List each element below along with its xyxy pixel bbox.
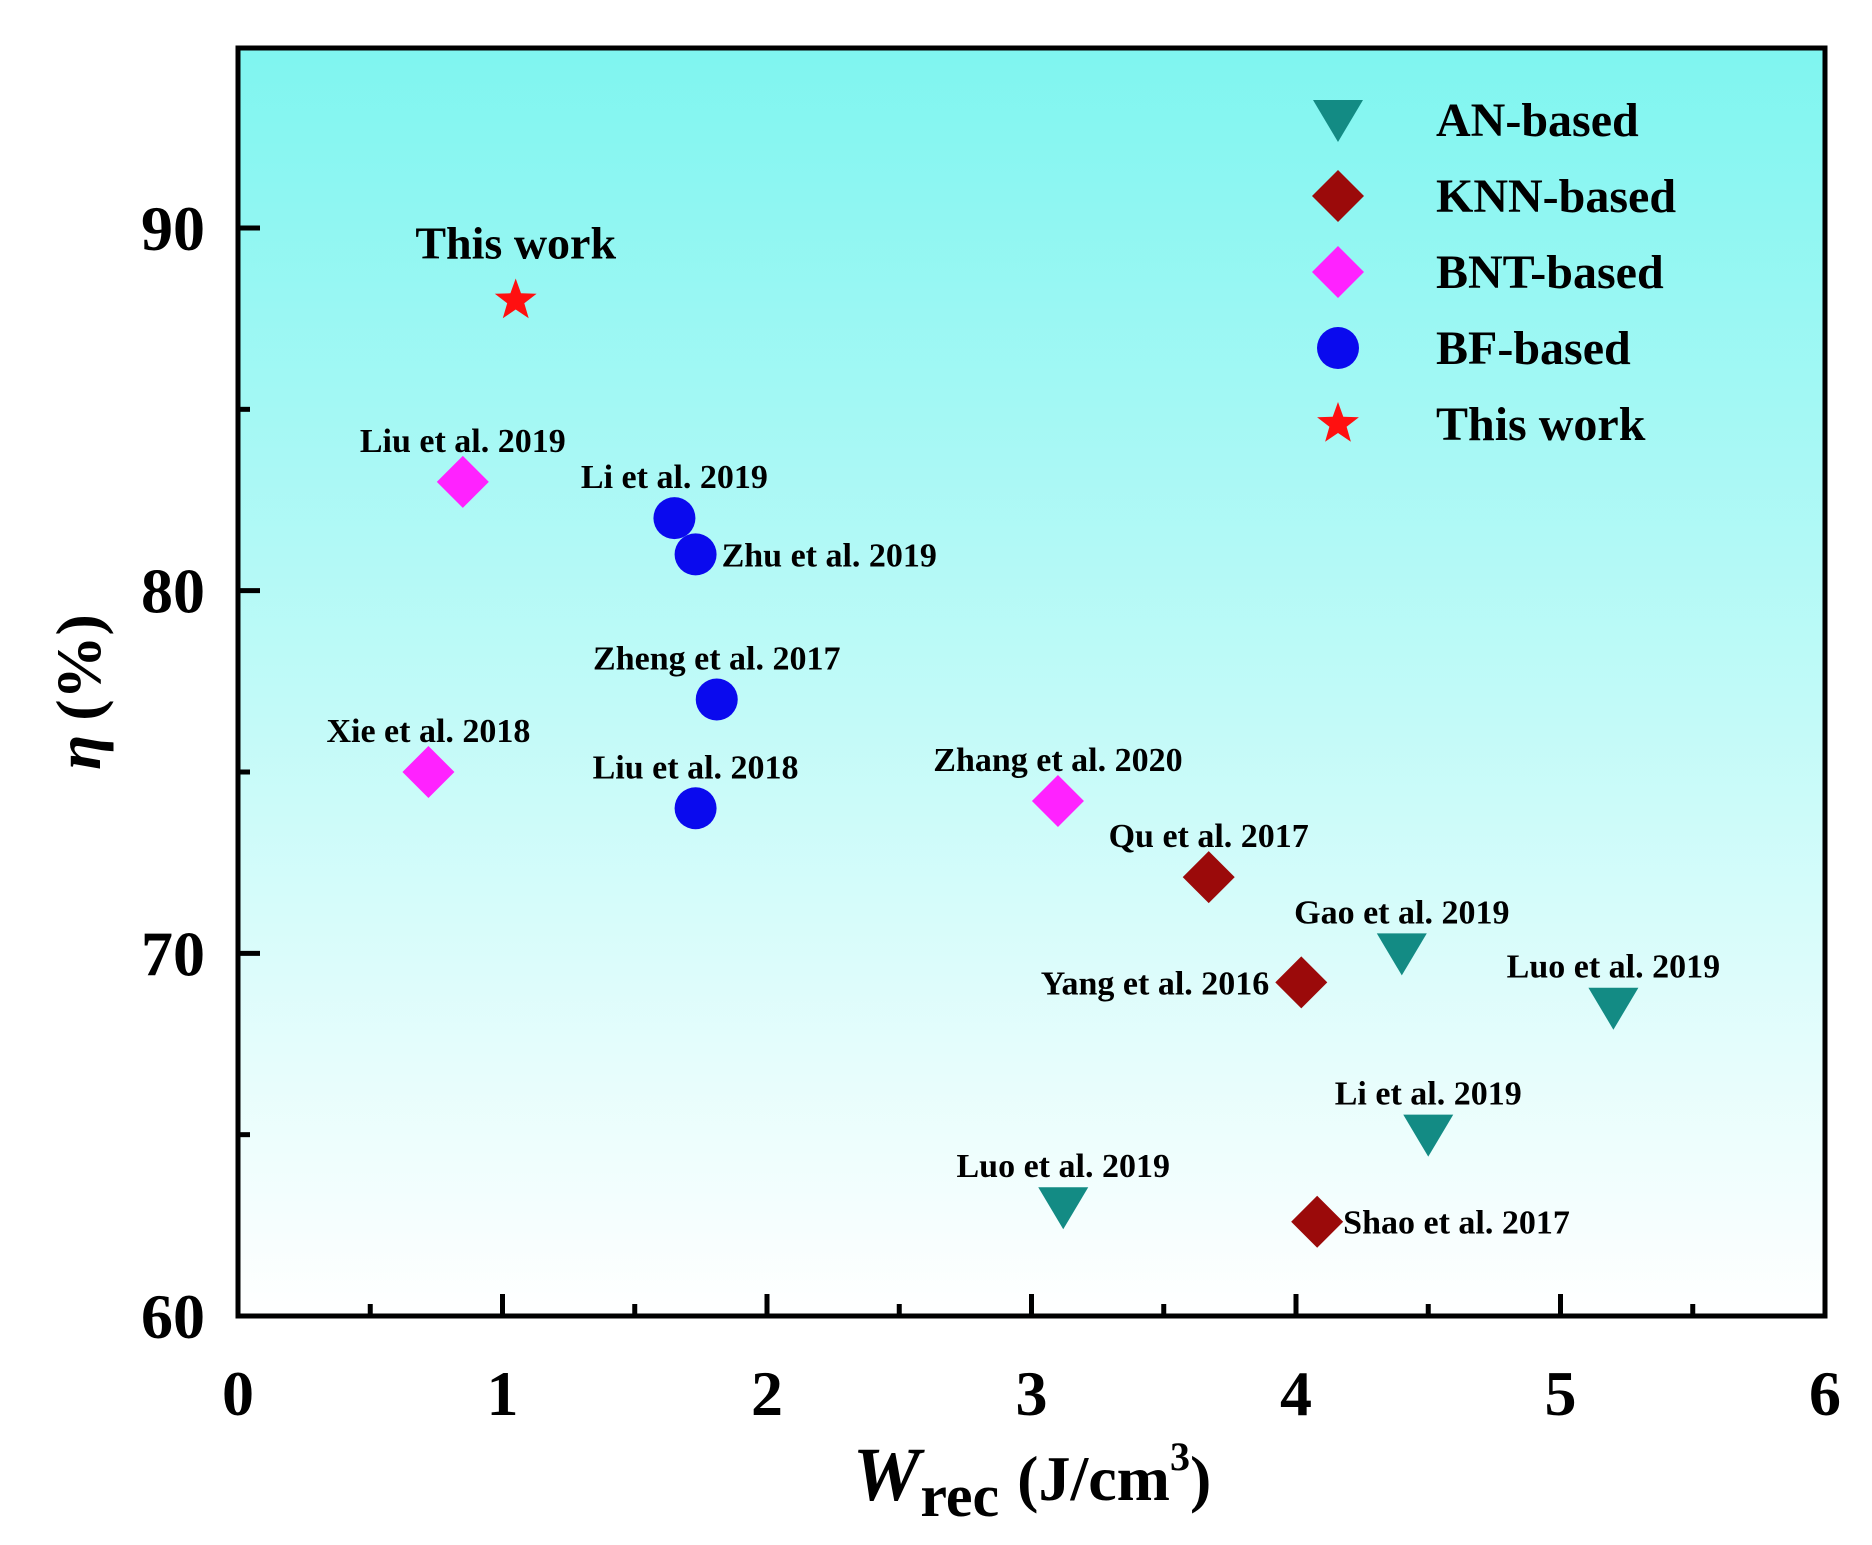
- point-label: Yang et al. 2016: [1041, 965, 1270, 1002]
- point-bnt-based: [1031, 775, 1084, 828]
- point-an-based: [1588, 987, 1639, 1030]
- x-tick-label: 1: [487, 1358, 519, 1429]
- plot-frame: [235, 45, 1828, 1319]
- point-label: Qu et al. 2017: [1109, 818, 1309, 855]
- point-an-based: [1038, 1187, 1089, 1230]
- x-tick-label: 6: [1809, 1358, 1841, 1429]
- point-label: Zheng et al. 2017: [593, 640, 840, 677]
- legend-marker-bf-based: [1317, 327, 1359, 369]
- point-label: Gao et al. 2019: [1294, 894, 1509, 931]
- legend-label-bnt-based: BNT-based: [1436, 246, 1664, 299]
- point-label: Zhu et al. 2019: [722, 537, 937, 574]
- point-an-based: [1403, 1114, 1454, 1157]
- point-label: Li et al. 2019: [1335, 1076, 1522, 1113]
- point-label: Liu et al. 2018: [593, 749, 799, 786]
- point-knn-based: [1291, 1195, 1344, 1248]
- x-tick-label: 2: [751, 1358, 783, 1429]
- x-tick-label: 3: [1016, 1358, 1048, 1429]
- point-label: This work: [415, 218, 616, 269]
- y-axis-title: η(%): [43, 614, 114, 770]
- point-bf-based: [653, 497, 696, 540]
- point-bnt-based: [436, 455, 489, 508]
- x-tick-label: 5: [1545, 1358, 1577, 1429]
- point-knn-based: [1275, 956, 1328, 1009]
- point-bf-based: [674, 533, 717, 576]
- plot-background: [238, 48, 1825, 1316]
- point-this-work: [494, 278, 537, 319]
- y-tick-label: 70: [141, 918, 205, 989]
- legend-label-this-work: This work: [1436, 398, 1646, 451]
- legend: AN-based KNN-based BNT-based BF-based This w…: [1312, 94, 1676, 451]
- point-label: Xie et al. 2018: [326, 713, 530, 750]
- point-bnt-based: [402, 746, 455, 798]
- legend-label-knn-based: KNN-based: [1436, 170, 1676, 223]
- x-tick-label: 0: [222, 1358, 254, 1429]
- data-points: [402, 278, 1639, 1248]
- legend-marker-an-based: [1313, 100, 1363, 142]
- point-bf-based: [674, 787, 717, 830]
- point-label: Li et al. 2019: [581, 459, 768, 496]
- legend-marker-bnt-based: [1312, 246, 1364, 298]
- legend-marker-this-work: [1317, 402, 1359, 442]
- y-tick-label: 80: [141, 556, 205, 627]
- point-labels: Gao et al. 2019 Luo et al. 2019 Li et al. …: [326, 218, 1720, 1242]
- y-tick-label: 60: [141, 1281, 205, 1352]
- axis-ticks: 0 1 2 3 4 5 6 60 70 80 90: [141, 193, 1841, 1429]
- legend-label-an-based: AN-based: [1436, 94, 1639, 147]
- point-an-based: [1376, 933, 1427, 976]
- legend-label-bf-based: BF-based: [1436, 322, 1631, 375]
- point-label: Luo et al. 2019: [957, 1148, 1170, 1185]
- point-label: Shao et al. 2017: [1343, 1205, 1570, 1242]
- point-label: Luo et al. 2019: [1507, 949, 1720, 986]
- point-label: Liu et al. 2019: [360, 423, 566, 460]
- point-label: Zhang et al. 2020: [933, 742, 1182, 779]
- point-bf-based: [695, 678, 738, 721]
- x-axis-title: Wrec (J/cm3): [853, 1433, 1212, 1529]
- x-tick-label: 4: [1280, 1358, 1312, 1429]
- legend-marker-knn-based: [1312, 170, 1364, 222]
- point-knn-based: [1182, 851, 1235, 904]
- y-tick-label: 90: [141, 193, 205, 264]
